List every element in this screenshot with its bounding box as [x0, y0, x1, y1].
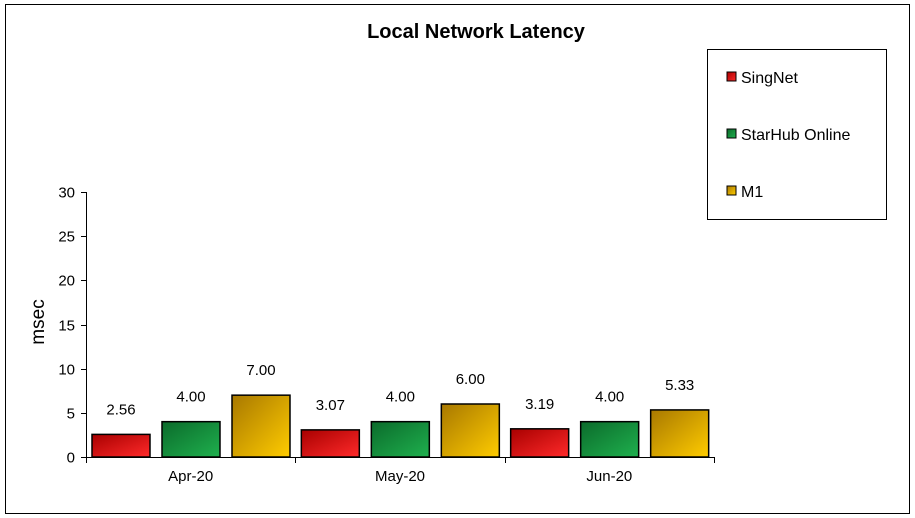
- bars-group: [91, 394, 710, 458]
- legend-label: M1: [741, 184, 763, 201]
- data-label: 6.00: [456, 371, 485, 388]
- legend-box: [707, 49, 887, 220]
- data-label: 3.07: [316, 397, 345, 414]
- legend: SingNet StarHub Online M1: [707, 49, 887, 220]
- legend-swatch: [726, 185, 737, 196]
- data-label: 4.00: [595, 389, 624, 406]
- x-tick-label: Apr-20: [168, 468, 213, 485]
- y-tick-label: 25: [58, 229, 75, 246]
- y-tick-label: 0: [67, 450, 75, 467]
- legend-label: StarHub Online: [741, 127, 850, 144]
- bar: [509, 428, 570, 458]
- legend-swatch: [726, 71, 737, 82]
- y-tick-label: 15: [58, 318, 75, 335]
- bar: [370, 420, 431, 458]
- y-tick-label: 10: [58, 362, 75, 379]
- x-tick-label: Jun-20: [586, 468, 632, 485]
- legend-label: SingNet: [741, 70, 798, 87]
- y-axis-label: msec: [28, 299, 49, 344]
- data-label: 5.33: [665, 377, 694, 394]
- y-tick-label: 20: [58, 273, 75, 290]
- data-label: 4.00: [386, 389, 415, 406]
- y-tick-label: 30: [58, 185, 75, 202]
- bar: [440, 403, 501, 458]
- data-label: 2.56: [106, 401, 135, 418]
- bar: [300, 429, 361, 458]
- chart-title: Local Network Latency: [367, 21, 586, 43]
- bar: [579, 420, 640, 458]
- data-label: 3.19: [525, 396, 554, 413]
- bar: [649, 409, 710, 458]
- bar: [161, 420, 221, 458]
- data-label: 7.00: [246, 362, 275, 379]
- bar: [231, 394, 291, 458]
- data-labels-group: 2.56 4.00 7.00 3.07 4.00 6.00 3.19 4.00 5.33: [106, 362, 694, 418]
- legend-swatch: [726, 128, 737, 139]
- y-tick-label: 5: [67, 406, 75, 423]
- data-label: 4.00: [176, 389, 205, 406]
- x-tick-label: May-20: [375, 468, 425, 485]
- bar: [91, 433, 151, 458]
